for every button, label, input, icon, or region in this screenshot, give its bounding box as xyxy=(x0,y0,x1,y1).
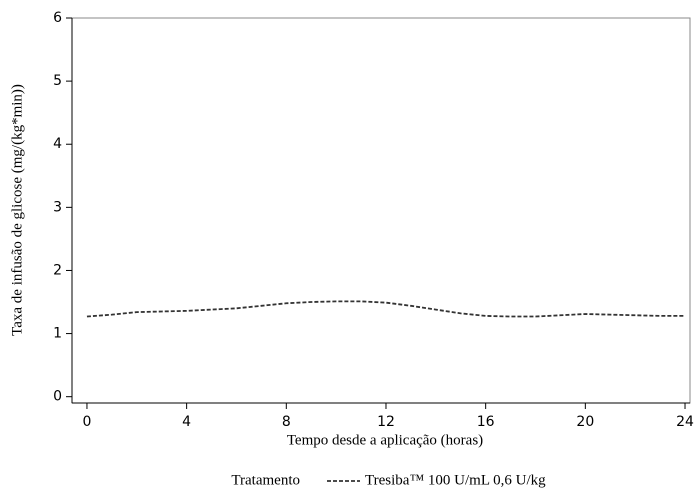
legend-label: Tresiba™ 100 U/mL 0,6 U/kg xyxy=(365,472,546,488)
x-tick-label: 4 xyxy=(182,414,191,430)
x-tick-label: 8 xyxy=(282,414,291,430)
y-tick-label: 2 xyxy=(53,262,62,278)
x-tick-label: 16 xyxy=(477,414,495,430)
x-axis-title: Tempo desde a aplicação (horas) xyxy=(287,432,483,448)
y-axis-title: Taxa de infusão de glicose (mg/(kg*min)) xyxy=(9,84,25,336)
series-line xyxy=(86,300,686,318)
y-tick-label: 4 xyxy=(53,136,62,152)
y-tick-label: 5 xyxy=(53,73,62,89)
y-tick-label: 3 xyxy=(53,199,62,215)
x-tick-label: 12 xyxy=(377,414,395,430)
y-tick-label: 1 xyxy=(53,326,62,342)
y-tick-label: 0 xyxy=(53,389,62,405)
x-tick-label: 20 xyxy=(576,414,594,430)
plot-frame xyxy=(71,17,691,404)
legend-title: Tratamento xyxy=(231,472,300,488)
x-tick-label: 0 xyxy=(82,414,91,430)
y-tick-label: 6 xyxy=(53,10,62,26)
x-tick-label: 24 xyxy=(676,414,694,430)
